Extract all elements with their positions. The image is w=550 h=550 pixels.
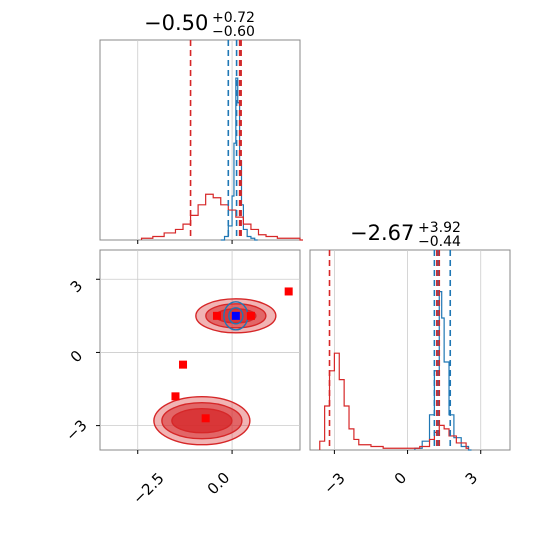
joint-ytick-label: −3 bbox=[62, 416, 90, 444]
marginal-2-xtick-label: −3 bbox=[320, 469, 348, 497]
histogram-series-red bbox=[140, 193, 303, 241]
histogram-series-red bbox=[319, 352, 470, 450]
tick-marks bbox=[96, 240, 482, 454]
joint-xtick-label: 0.0 bbox=[204, 469, 234, 499]
scatter-point-red bbox=[171, 392, 180, 401]
marginal-2-content bbox=[319, 250, 472, 451]
scatter-point-red bbox=[179, 360, 188, 369]
title-minus: −0.60 bbox=[212, 24, 255, 40]
joint-xtick-label: −2.5 bbox=[129, 469, 167, 507]
scatter-point-red bbox=[212, 311, 221, 320]
joint-ytick-label: 3 bbox=[67, 277, 86, 296]
grid-lines bbox=[100, 40, 482, 450]
title-value: −2.67 bbox=[350, 221, 414, 245]
title-minus: −0.44 bbox=[418, 234, 461, 250]
scatter-point-red bbox=[284, 287, 293, 296]
histogram-series-blue bbox=[414, 291, 472, 451]
contour-blue-inner bbox=[228, 307, 244, 325]
scatter-point-red bbox=[201, 414, 210, 423]
title-panel-1: −0.50 +0.72 −0.60 bbox=[144, 10, 255, 40]
joint-content bbox=[153, 287, 293, 446]
joint-ytick-label: 0 bbox=[67, 347, 86, 366]
marginal-1-content bbox=[140, 40, 303, 241]
title-panel-2: −2.67 +3.92 −0.44 bbox=[350, 220, 461, 250]
marginal-2-xtick-label: 0 bbox=[391, 469, 410, 488]
scatter-point-blue bbox=[231, 311, 240, 320]
title-value: −0.50 bbox=[144, 11, 208, 35]
marginal-panel-2 bbox=[309, 249, 511, 451]
scatter-point-red bbox=[246, 311, 255, 320]
marginal-panel-1 bbox=[99, 39, 301, 241]
marginal-2-xtick-label: 3 bbox=[462, 469, 481, 488]
title-plus: +3.92 bbox=[418, 220, 461, 236]
title-plus: +0.72 bbox=[212, 10, 255, 26]
